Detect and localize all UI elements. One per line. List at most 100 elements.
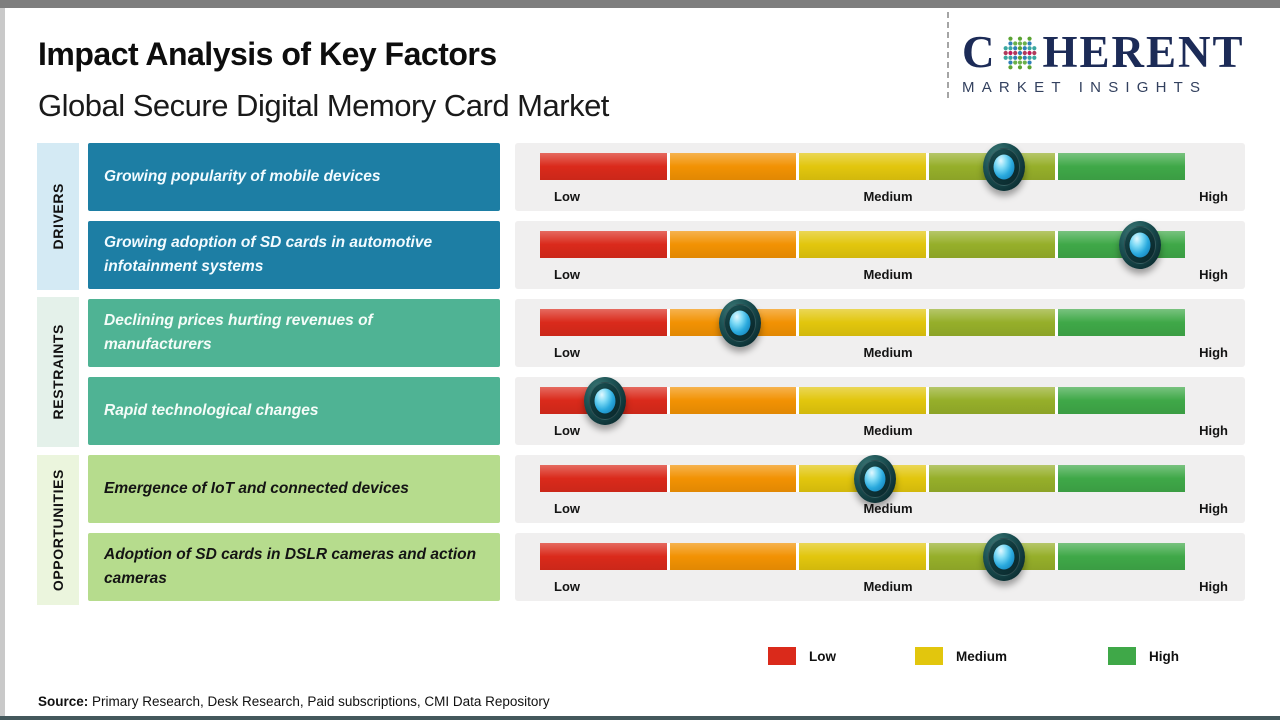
bar-segment-3 [799,153,926,180]
source-line: Source: Primary Research, Desk Research,… [38,694,550,709]
factor-box: Declining prices hurting revenues of man… [88,299,500,367]
left-border [0,8,5,720]
category-label-opportunities: OPPORTUNITIES [37,455,79,605]
scale-label-high: High [1199,423,1228,438]
legend-swatch [1108,647,1136,665]
bar-segment-1 [540,153,667,180]
category-label-text: DRIVERS [50,183,66,250]
bar-segment-1 [540,231,667,258]
legend-item-medium: Medium [915,647,1007,665]
brand-letter-c: C [962,27,997,77]
legend-label: Low [809,648,836,664]
brand-tagline: MARKET INSIGHTS [962,79,1208,96]
bottom-border [0,716,1280,720]
scale-label-high: High [1199,501,1228,516]
legend-swatch [768,647,796,665]
brand-wordmark: C [962,30,1260,75]
impact-gradient-bar [540,153,1185,180]
brand-letters-rest: HERENT [1042,27,1245,77]
scale-label-low: Low [554,345,580,360]
factor-box: Growing popularity of mobile devices [88,143,500,211]
bar-segment-3 [799,309,926,336]
scale-label-low: Low [554,267,580,282]
factor-text: Growing adoption of SD cards in automoti… [104,233,433,275]
bar-segment-1 [540,543,667,570]
factor-text: Emergence of IoT and connected devices [104,479,409,497]
scale-label-medium: Medium [863,267,913,282]
impact-gradient-bar [540,543,1185,570]
impact-slider-marker [983,143,1026,191]
factor-box: Rapid technological changes [88,377,500,445]
logo-globe-icon [1003,36,1036,69]
brand-logo: C [962,30,1260,97]
impact-slider-marker [983,533,1026,581]
category-label-drivers: DRIVERS [37,143,79,290]
bar-segment-2 [669,543,797,570]
bar-segment-5 [1058,465,1185,492]
factor-text: Declining prices hurting revenues of man… [104,311,373,353]
impact-scale-panel: Low Medium High [515,221,1245,289]
bar-segment-3 [799,387,926,414]
impact-slider-marker [583,377,626,425]
factor-box: Growing adoption of SD cards in automoti… [88,221,500,289]
page-title: Impact Analysis of Key Factors [38,36,497,72]
scale-label-medium: Medium [863,345,913,360]
factor-box: Emergence of IoT and connected devices [88,455,500,523]
bar-segment-2 [669,153,797,180]
scale-label-high: High [1199,345,1228,360]
scale-label-medium: Medium [863,501,913,516]
source-text: Primary Research, Desk Research, Paid su… [88,694,550,709]
top-border [0,0,1280,8]
legend-item-high: High [1108,647,1179,665]
legend-label: Medium [956,648,1008,664]
bar-segment-4 [928,309,1056,336]
page-subtitle: Global Secure Digital Memory Card Market [38,88,609,123]
impact-scale-panel: Low Medium High [515,533,1245,601]
bar-segment-4 [928,387,1056,414]
bar-segment-4 [928,231,1056,258]
factor-text: Adoption of SD cards in DSLR cameras and… [104,545,477,587]
factor-text: Growing popularity of mobile devices [104,167,381,185]
bar-segment-3 [799,231,926,258]
impact-gradient-bar [540,387,1185,414]
bar-segment-5 [1058,309,1185,336]
impact-scale-panel: Low Medium High [515,299,1245,367]
category-label-restraints: RESTRAINTS [37,297,79,447]
category-label-text: RESTRAINTS [50,324,66,420]
legend-item-low: Low [768,647,836,665]
scale-label-low: Low [554,189,580,204]
scale-label-high: High [1199,579,1228,594]
scale-label-high: High [1199,189,1228,204]
impact-scale-panel: Low Medium High [515,143,1245,211]
scale-label-low: Low [554,579,580,594]
legend-label: High [1149,648,1179,664]
impact-gradient-bar [540,231,1185,258]
scale-label-medium: Medium [863,189,913,204]
bar-segment-5 [1058,153,1185,180]
scale-label-low: Low [554,501,580,516]
bar-segment-5 [1058,543,1185,570]
bar-segment-1 [540,309,667,336]
bar-segment-4 [928,465,1056,492]
legend-swatch [915,647,943,665]
impact-gradient-bar [540,309,1185,336]
factor-box: Adoption of SD cards in DSLR cameras and… [88,533,500,601]
bar-segment-2 [669,231,797,258]
source-label: Source: [38,694,89,709]
category-label-text: OPPORTUNITIES [50,468,66,592]
bar-segment-2 [669,465,797,492]
bar-segment-2 [669,387,797,414]
header-divider [947,12,949,98]
impact-slider-marker [1118,221,1161,269]
scale-label-medium: Medium [863,423,913,438]
bar-segment-5 [1058,387,1185,414]
scale-label-medium: Medium [863,579,913,594]
factor-text: Rapid technological changes [104,401,319,419]
scale-label-low: Low [554,423,580,438]
bar-segment-3 [799,543,926,570]
bar-segment-1 [540,465,667,492]
impact-slider-marker [718,299,761,347]
impact-slider-marker [854,455,897,503]
scale-label-high: High [1199,267,1228,282]
